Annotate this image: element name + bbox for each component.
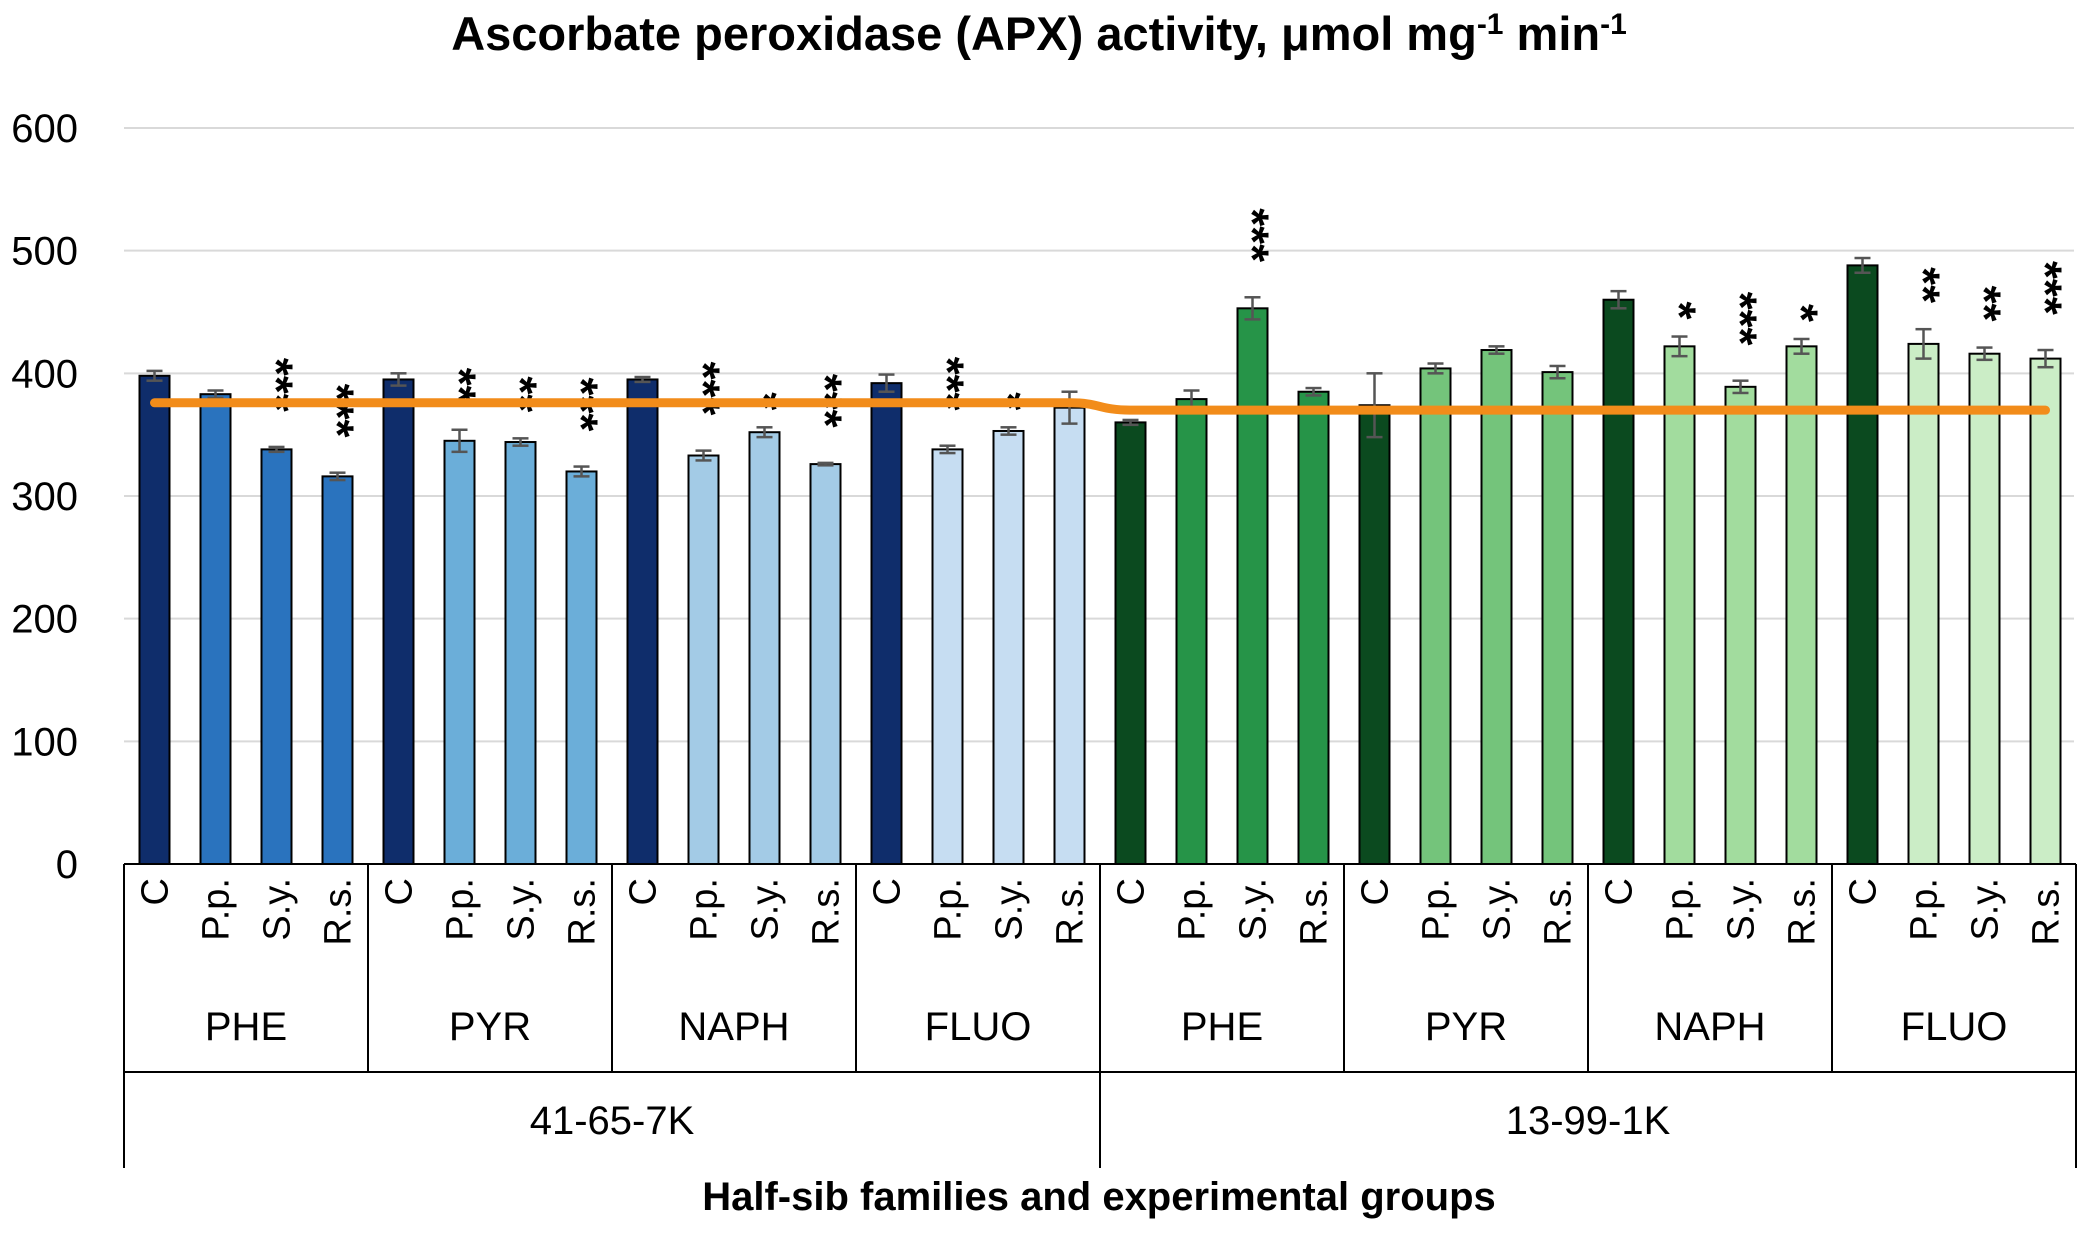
category-label: P.p. [1660, 878, 1702, 941]
bar [1907, 342, 1940, 866]
group-label: PYR [1425, 1005, 1507, 1049]
bar [1419, 367, 1452, 865]
bar [1480, 349, 1513, 865]
significance-marker: ** [1898, 267, 1950, 303]
category-label: R.s. [2026, 878, 2068, 946]
group-label: NAPH [678, 1005, 789, 1049]
group-label: FLUO [1901, 1005, 2008, 1049]
group-label: PYR [449, 1005, 531, 1049]
chart-title: Ascorbate peroxidase (APX) activity, μmo… [451, 7, 1627, 60]
bar [1358, 404, 1391, 865]
group-label: FLUO [925, 1005, 1032, 1049]
bar [504, 441, 537, 865]
category-label: P.p. [1172, 878, 1214, 941]
bar [1114, 421, 1147, 865]
y-tick-label: 300 [11, 475, 78, 519]
y-tick-label: 600 [11, 107, 78, 151]
significance-marker: * [1776, 304, 1828, 322]
y-tick-label: 200 [11, 598, 78, 642]
category-label: R.s. [1782, 878, 1824, 946]
bar [1297, 390, 1330, 865]
category-label: S.y. [989, 878, 1031, 941]
bar [260, 448, 293, 865]
group-label: PHE [1181, 1005, 1263, 1049]
category-label: C [1843, 878, 1885, 905]
bar [1236, 307, 1269, 865]
bar [1724, 385, 1757, 865]
category-label: C [1599, 878, 1641, 905]
bar [565, 470, 598, 865]
category-label: P.p. [684, 878, 726, 941]
bar [626, 378, 659, 865]
category-label: C [867, 878, 909, 905]
group-label: PHE [205, 1005, 287, 1049]
bar [1175, 398, 1208, 865]
y-tick-label: 500 [11, 230, 78, 274]
significance-marker: *** [2020, 261, 2072, 315]
category-label: R.s. [1050, 878, 1092, 946]
category-label: R.s. [1538, 878, 1580, 946]
category-label: P.p. [196, 878, 238, 941]
y-tick-label: 400 [11, 352, 78, 396]
category-label: C [135, 878, 177, 905]
bar [321, 475, 354, 865]
category-label: P.p. [440, 878, 482, 941]
reference-line [150, 398, 2050, 415]
significance-marker: *** [678, 362, 730, 416]
x-axis-title: Half-sib families and experimental group… [702, 1175, 1496, 1219]
category-label: P.p. [1416, 878, 1458, 941]
category-label: R.s. [562, 878, 604, 946]
significance-marker: *** [312, 384, 364, 438]
bar [1785, 345, 1818, 865]
bar [992, 429, 1025, 865]
bar [1602, 298, 1635, 865]
significance-marker: ** [434, 368, 486, 404]
bar [1541, 371, 1574, 865]
bar [138, 374, 171, 865]
category-label: P.p. [928, 878, 970, 941]
category-label: R.s. [806, 878, 848, 946]
bar [748, 431, 781, 865]
significance-marker: ** [1959, 286, 2011, 322]
family-label: 13-99-1K [1506, 1099, 1671, 1143]
bar [931, 448, 964, 865]
bar [870, 382, 903, 865]
bar [382, 378, 415, 865]
significance-marker: *** [1715, 292, 1767, 346]
category-label: C [1111, 878, 1153, 905]
y-tick-label: 0 [56, 843, 78, 887]
family-label: 41-65-7K [530, 1099, 695, 1143]
significance-marker: *** [1227, 208, 1279, 262]
category-label: C [623, 878, 665, 905]
category-label: S.y. [1721, 878, 1763, 941]
significance-marker: * [1654, 302, 1706, 320]
category-label: C [1355, 878, 1397, 905]
bar [2029, 357, 2062, 865]
category-label: P.p. [1904, 878, 1946, 941]
bar [199, 393, 232, 865]
bar [687, 454, 720, 865]
category-label: R.s. [318, 878, 360, 946]
bar [1663, 345, 1696, 865]
category-label: S.y. [501, 878, 543, 941]
bar [1053, 406, 1086, 865]
category-label: S.y. [1477, 878, 1519, 941]
category-label: S.y. [745, 878, 787, 941]
bar [443, 439, 476, 865]
group-label: NAPH [1654, 1005, 1765, 1049]
bar [1968, 352, 2001, 865]
category-label: S.y. [1233, 878, 1275, 941]
y-tick-label: 100 [11, 720, 78, 764]
category-label: R.s. [1294, 878, 1336, 946]
bar [809, 463, 842, 865]
bar [1846, 264, 1879, 865]
category-label: C [379, 878, 421, 905]
category-label: S.y. [257, 878, 299, 941]
category-label: S.y. [1965, 878, 2007, 941]
